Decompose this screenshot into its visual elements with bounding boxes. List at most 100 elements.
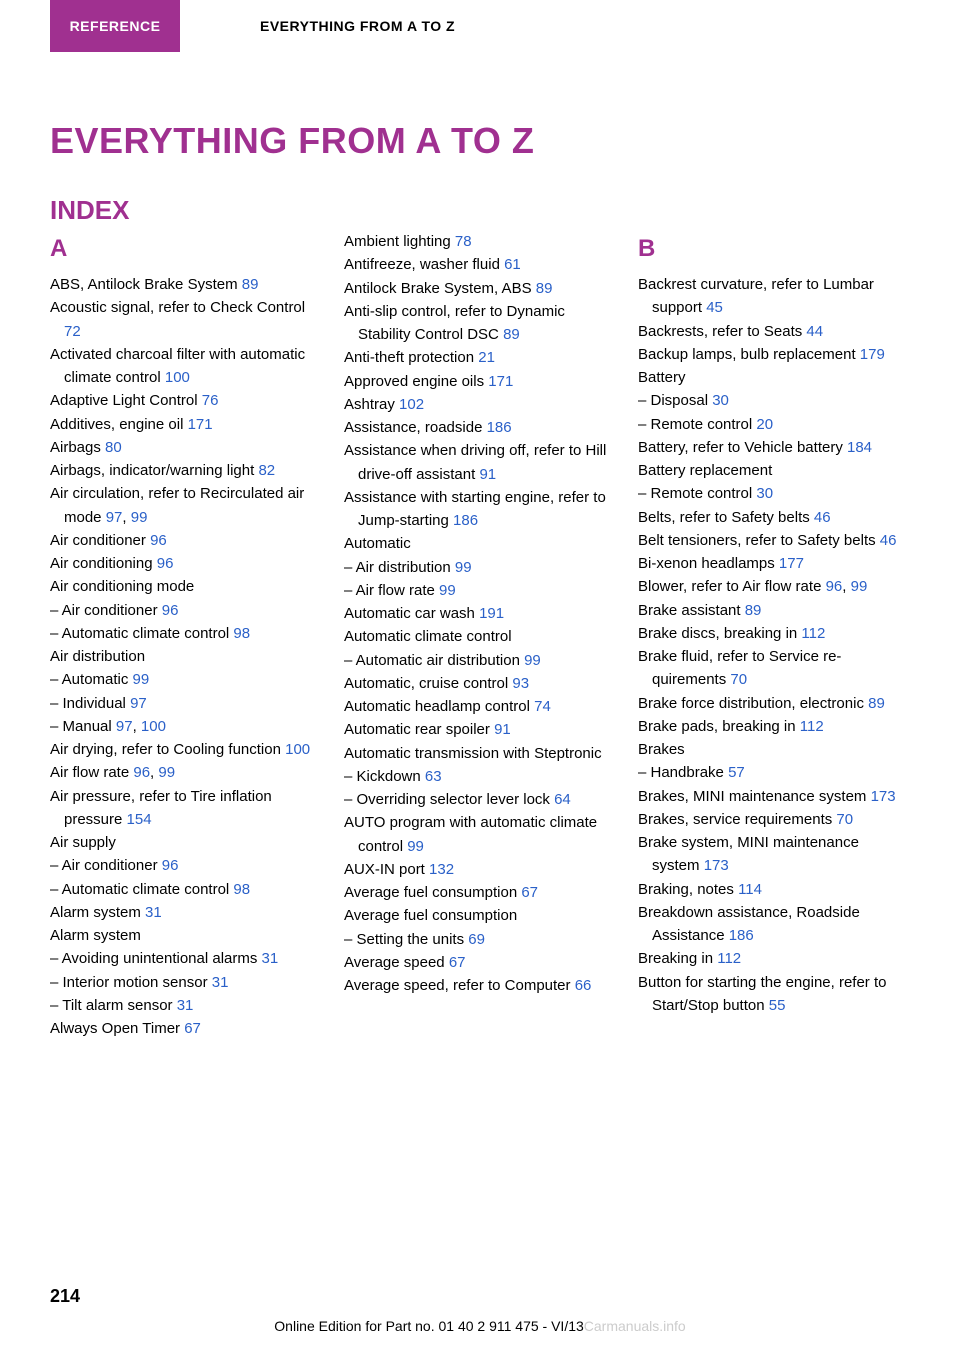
page-link[interactable]: 46 <box>880 532 897 549</box>
page-link[interactable]: 112 <box>717 950 741 967</box>
page-link[interactable]: 100 <box>285 741 310 758</box>
page-link[interactable]: 61 <box>504 256 521 273</box>
page-link[interactable]: 82 <box>258 462 275 479</box>
page-link[interactable]: 89 <box>536 280 553 297</box>
index-entry-text: Adaptive Light Control <box>50 392 202 409</box>
page-link[interactable]: 89 <box>868 695 885 712</box>
footer: Online Edition for Part no. 01 40 2 911 … <box>0 1318 960 1334</box>
page-link[interactable]: 98 <box>233 625 250 642</box>
index-entry: Adaptive Light Control 76 <box>50 389 322 412</box>
page-link[interactable]: 31 <box>145 904 162 921</box>
index-entry-text: – Automatic climate con­trol <box>50 881 233 898</box>
page-link[interactable]: 186 <box>453 512 478 529</box>
page-link[interactable]: 70 <box>730 671 747 688</box>
index-entry-text: Always Open Timer <box>50 1020 184 1037</box>
page-link[interactable]: 78 <box>455 233 472 250</box>
page-link[interactable]: 31 <box>212 974 229 991</box>
page-link[interactable]: 186 <box>729 927 754 944</box>
index-entry-text: Brakes, service require­ments <box>638 811 836 828</box>
page-link[interactable]: 99 <box>158 764 175 781</box>
page-link[interactable]: 30 <box>756 485 773 502</box>
page-link[interactable]: 20 <box>756 416 773 433</box>
page-link[interactable]: 67 <box>184 1020 201 1037</box>
page-link[interactable]: 132 <box>429 861 454 878</box>
page-link[interactable]: 112 <box>801 625 825 642</box>
index-entry-text: Air pressure, refer to Tire infla­tion p… <box>50 788 272 828</box>
page-link[interactable]: 67 <box>521 884 538 901</box>
page-link[interactable]: 89 <box>242 276 259 293</box>
section-header-label: EVERYTHING FROM A TO Z <box>260 18 455 34</box>
page-link[interactable]: 96 <box>162 857 179 874</box>
page-link[interactable]: 55 <box>769 997 786 1014</box>
page-link[interactable]: 63 <box>425 768 442 785</box>
page-link[interactable]: 96 <box>133 764 150 781</box>
page-link[interactable]: 45 <box>706 299 723 316</box>
page-link[interactable]: 99 <box>439 582 456 599</box>
page-link[interactable]: 154 <box>127 811 152 828</box>
page-link[interactable]: 173 <box>871 788 896 805</box>
page-link[interactable]: 66 <box>575 977 592 994</box>
page-link[interactable]: 100 <box>165 369 190 386</box>
page-link[interactable]: 99 <box>455 559 472 576</box>
index-entry: – Kickdown 63 <box>344 765 616 788</box>
page-link[interactable]: 99 <box>131 509 148 526</box>
index-entry: Average speed, refer to Com­puter 66 <box>344 974 616 997</box>
page-link[interactable]: 96 <box>157 555 174 572</box>
page-link[interactable]: 99 <box>407 838 424 855</box>
page-link[interactable]: 74 <box>534 698 551 715</box>
page-link[interactable]: 99 <box>851 578 868 595</box>
index-entry-text: Assistance, roadside <box>344 419 487 436</box>
page-link[interactable]: 96 <box>162 602 179 619</box>
page-link[interactable]: 31 <box>262 950 279 967</box>
index-entry: Air drying, refer to Cooling function 10… <box>50 738 322 761</box>
index-entry: Air distribution <box>50 645 322 668</box>
index-entry: Breaking in 112 <box>638 947 910 970</box>
page-link[interactable]: 76 <box>202 392 219 409</box>
page-link[interactable]: 70 <box>836 811 853 828</box>
page-link[interactable]: 96 <box>150 532 167 549</box>
index-entry: – Automatic climate con­trol 98 <box>50 622 322 645</box>
page-link[interactable]: 186 <box>487 419 512 436</box>
page-link[interactable]: 184 <box>847 439 872 456</box>
page-link[interactable]: 44 <box>806 323 823 340</box>
page-link[interactable]: 114 <box>738 881 762 898</box>
page-link[interactable]: 93 <box>512 675 529 692</box>
page-link[interactable]: 97 <box>130 695 147 712</box>
page-link[interactable]: 99 <box>524 652 541 669</box>
page-link[interactable]: 30 <box>712 392 729 409</box>
page-link[interactable]: 80 <box>105 439 122 456</box>
index-entry-text: Ambient lighting <box>344 233 455 250</box>
page-link[interactable]: 102 <box>399 396 424 413</box>
page-link[interactable]: 99 <box>133 671 150 688</box>
index-entry-text: Air conditioning <box>50 555 157 572</box>
page-link[interactable]: 57 <box>728 764 745 781</box>
page-link[interactable]: 171 <box>188 416 213 433</box>
page-link[interactable]: 91 <box>479 466 496 483</box>
page-link[interactable]: 98 <box>233 881 250 898</box>
page-link[interactable]: 31 <box>177 997 194 1014</box>
index-entry: Air supply <box>50 831 322 854</box>
page-link[interactable]: 171 <box>488 373 513 390</box>
page-link[interactable]: 64 <box>554 791 571 808</box>
page-link[interactable]: 97 <box>116 718 133 735</box>
page-link[interactable]: 69 <box>468 931 485 948</box>
index-entry-text: Automatic <box>344 535 411 552</box>
page-link[interactable]: 46 <box>814 509 831 526</box>
page-link[interactable]: 72 <box>64 323 81 340</box>
index-entry-text: – Air conditioner <box>50 857 162 874</box>
page-link[interactable]: 96 <box>826 578 843 595</box>
page-link[interactable]: 89 <box>745 602 762 619</box>
page-link[interactable]: 179 <box>860 346 885 363</box>
page-link[interactable]: 97 <box>106 509 123 526</box>
page-link[interactable]: 112 <box>800 718 824 735</box>
page-link[interactable]: 100 <box>141 718 166 735</box>
index-entry: Alarm system <box>50 924 322 947</box>
page-link[interactable]: 67 <box>449 954 466 971</box>
page-link[interactable]: 89 <box>503 326 520 343</box>
page-link[interactable]: 173 <box>704 857 729 874</box>
page-link[interactable]: 21 <box>478 349 495 366</box>
index-entry: – Overriding selector lever lock 64 <box>344 788 616 811</box>
page-link[interactable]: 191 <box>479 605 504 622</box>
page-link[interactable]: 91 <box>494 721 511 738</box>
page-link[interactable]: 177 <box>779 555 804 572</box>
